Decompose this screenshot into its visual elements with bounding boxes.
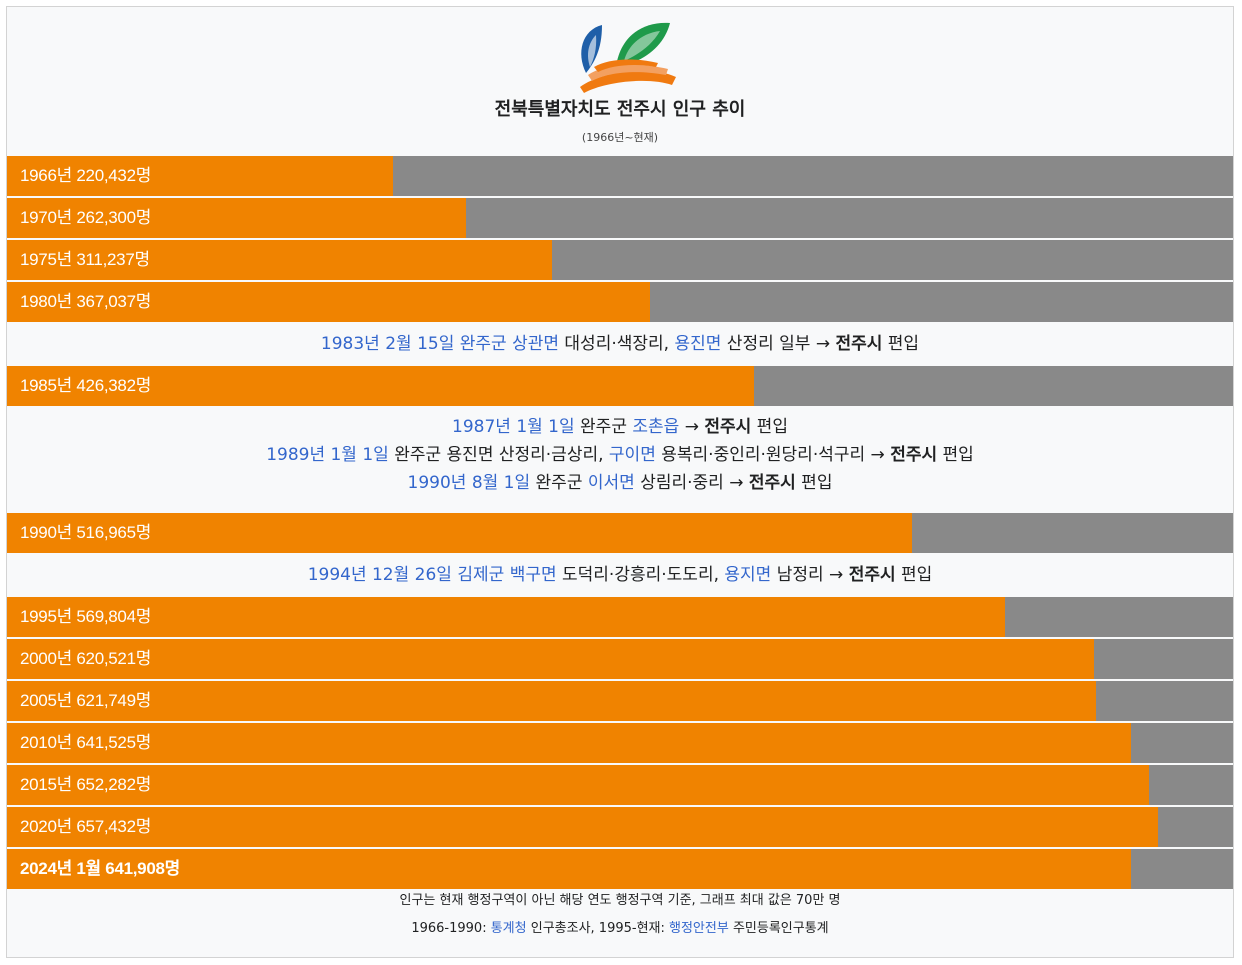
note-text: 완주군 용진면 산정리·금상리, — [388, 445, 609, 465]
note-text: 편입 — [882, 334, 920, 354]
note-link[interactable]: 구이면 — [608, 445, 656, 465]
chart-rows: 1966년 220,432명 1970년 262,300명 1975년 311,23… — [7, 156, 1233, 891]
bar-12 — [7, 849, 1132, 889]
bar-9 — [7, 723, 1131, 763]
bar-row-7: 2000년 620,521명 — [7, 639, 1233, 679]
annexation-note-line: 1994년 12월 26일 김제군 백구면 도덕리·강흥리·도도리, 용지면 남… — [7, 555, 1233, 595]
link-ministry-interior[interactable]: 행정안전부 — [669, 921, 729, 936]
chart-footer: 인구는 현재 행정구역이 아닌 해당 연도 행정구역 기준, 그래프 최대 값은… — [7, 887, 1233, 943]
note-link[interactable]: 1994년 12월 26일 — [307, 565, 452, 585]
note-link[interactable]: 용지면 — [724, 565, 772, 585]
bar-10 — [7, 765, 1150, 805]
annexation-note-2: 1994년 12월 26일 김제군 백구면 도덕리·강흥리·도도리, 용지면 남… — [7, 555, 1233, 595]
chart-header: 전북특별자치도 전주시 인구 추이 (1966년~현재) — [7, 7, 1233, 156]
note-emphasis: 전주시 — [835, 334, 883, 354]
note-text: 편입 — [895, 565, 933, 585]
annexation-note-line: 1983년 2월 15일 완주군 상관면 대성리·색장리, 용진면 산정리 일부… — [7, 324, 1233, 364]
bar-row-0: 1966년 220,432명 — [7, 156, 1233, 196]
note-link[interactable]: 조촌읍 — [632, 417, 680, 437]
bar-row-10: 2015년 652,282명 — [7, 765, 1233, 805]
bar-label-7: 2000년 620,521명 — [20, 649, 152, 668]
note-text: 도덕리·강흥리·도도리, — [556, 565, 725, 585]
bar-row-1: 1970년 262,300명 — [7, 198, 1233, 238]
note-emphasis: 전주시 — [748, 473, 796, 493]
jeonju-city-logo — [580, 22, 676, 93]
note-emphasis: 전주시 — [704, 417, 752, 437]
annexation-note-0: 1983년 2월 15일 완주군 상관면 대성리·색장리, 용진면 산정리 일부… — [7, 324, 1233, 364]
bar-label-3: 1980년 367,037명 — [20, 292, 152, 311]
bar-2 — [7, 240, 553, 280]
note-text: 산정리 일부 → — [721, 334, 836, 354]
note-text: 대성리·색장리, — [559, 334, 675, 354]
note-link[interactable]: 완주군 — [459, 334, 507, 354]
note-text: 편입 — [937, 445, 974, 465]
bar-label-10: 2015년 652,282명 — [20, 775, 152, 794]
note-link[interactable]: 백구면 — [509, 565, 557, 585]
bar-label-6: 1995년 569,804명 — [20, 607, 152, 626]
note-link[interactable]: 1987년 1월 1일 — [452, 417, 575, 437]
bar-6 — [7, 597, 1005, 637]
note-text: 편입 — [751, 417, 788, 437]
annexation-note-line: 1990년 8월 1일 완주군 이서면 상림리·중리 → 전주시 편입 — [7, 469, 1233, 497]
bar-row-4: 1985년 426,382명 — [7, 366, 1233, 406]
note-link[interactable]: 김제군 — [457, 565, 505, 585]
chart-subtitle: (1966년~현재) — [581, 131, 659, 144]
note-text: 용복리·중인리·원당리·석구리 → — [655, 445, 891, 465]
bar-label-2: 1975년 311,237명 — [20, 250, 150, 269]
footer-source: 1966-1990: 통계청 인구총조사, 1995-현재: 행정안전부 주민등… — [7, 915, 1233, 943]
link-statistics-korea[interactable]: 통계청 — [490, 921, 527, 936]
annexation-note-line: 1987년 1월 1일 완주군 조촌읍 → 전주시 편입 — [7, 413, 1233, 441]
bar-0 — [7, 156, 394, 196]
bar-4 — [7, 366, 754, 406]
bar-label-5: 1990년 516,965명 — [20, 523, 152, 542]
bar-label-9: 2010년 641,525명 — [20, 733, 152, 752]
bar-row-12: 2024년 1월 641,908명 — [7, 849, 1233, 889]
footer-note: 인구는 현재 행정구역이 아닌 해당 연도 행정구역 기준, 그래프 최대 값은… — [399, 893, 841, 908]
bar-row-9: 2010년 641,525명 — [7, 723, 1233, 763]
note-text: 완주군 — [530, 473, 588, 493]
note-text: 상림리·중리 → — [634, 473, 749, 493]
bar-11 — [7, 807, 1159, 847]
bar-row-11: 2020년 657,432명 — [7, 807, 1233, 847]
chart-title: 전북특별자치도 전주시 인구 추이 — [494, 99, 746, 120]
note-text: 남정리 → — [771, 565, 849, 585]
bar-label-8: 2005년 621,749명 — [20, 691, 152, 710]
bar-label-0: 1966년 220,432명 — [20, 166, 152, 185]
footer-source-pre: 1966-1990: — [411, 921, 491, 936]
bar-row-2: 1975년 311,237명 — [7, 240, 1233, 280]
bar-5 — [7, 513, 913, 553]
note-emphasis: 전주시 — [890, 445, 938, 465]
note-link[interactable]: 이서면 — [587, 473, 635, 493]
note-link[interactable]: 1989년 1월 1일 — [266, 445, 389, 465]
bar-7 — [7, 639, 1094, 679]
annexation-note-line: 1989년 1월 1일 완주군 용진면 산정리·금상리, 구이면 용복리·중인리… — [7, 441, 1233, 469]
bar-row-8: 2005년 621,749명 — [7, 681, 1233, 721]
note-text: 편입 — [795, 473, 833, 493]
bar-label-4: 1985년 426,382명 — [20, 376, 152, 395]
bar-3 — [7, 282, 650, 322]
population-chart-frame: 전북특별자치도 전주시 인구 추이 (1966년~현재) 1966년 220,4… — [6, 6, 1234, 958]
note-text: 완주군 — [574, 417, 633, 437]
bar-row-5: 1990년 516,965명 — [7, 513, 1233, 553]
bar-row-3: 1980년 367,037명 — [7, 282, 1233, 322]
bar-8 — [7, 681, 1096, 721]
footer-source-post: 주민등록인구통계 — [728, 921, 829, 936]
bar-row-6: 1995년 569,804명 — [7, 597, 1233, 637]
bar-label-11: 2020년 657,432명 — [20, 817, 152, 836]
bar-1 — [7, 198, 467, 238]
note-link[interactable]: 1990년 8월 1일 — [407, 473, 531, 493]
note-link[interactable]: 용진면 — [674, 334, 722, 354]
bar-label-1: 1970년 262,300명 — [20, 208, 152, 227]
note-link[interactable]: 상관면 — [512, 334, 560, 354]
footer-source-mid: 인구총조사, 1995-현재: — [526, 921, 670, 936]
note-link[interactable]: 1983년 2월 15일 — [320, 334, 455, 354]
bar-label-12: 2024년 1월 641,908명 — [20, 859, 180, 878]
annexation-note-1: 1987년 1월 1일 완주군 조촌읍 → 전주시 편입 1989년 1월 1일 … — [7, 413, 1233, 511]
note-emphasis: 전주시 — [848, 565, 896, 585]
note-text: → — [679, 417, 705, 437]
